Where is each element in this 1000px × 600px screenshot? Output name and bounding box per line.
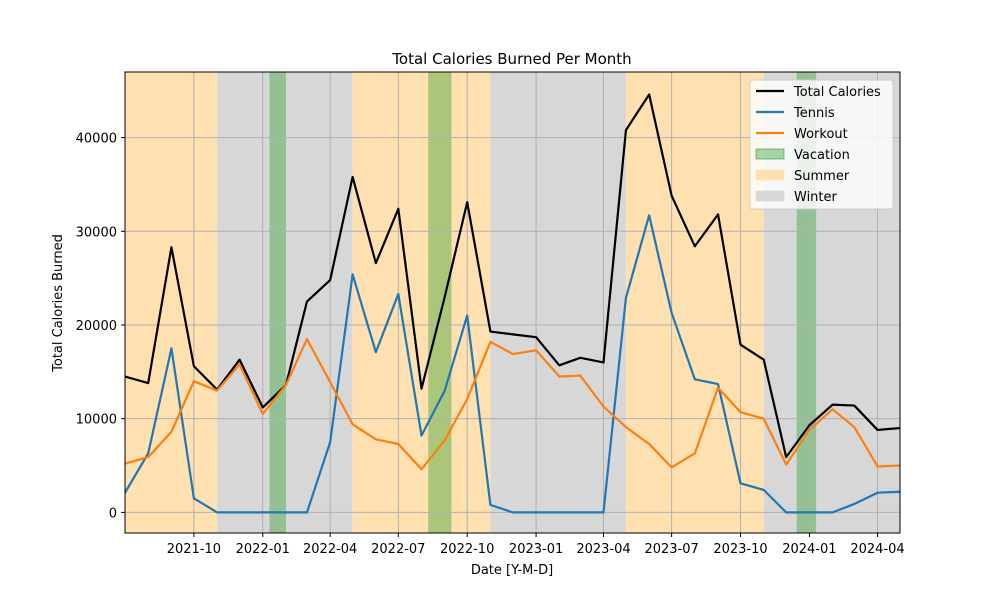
- x-tick-label: 2022-07: [371, 542, 425, 557]
- legend-box: [749, 79, 894, 210]
- x-tick-label: 2023-01: [509, 542, 563, 557]
- x-tick-label: 2023-07: [644, 542, 698, 557]
- x-tick-label: 2022-01: [236, 542, 290, 557]
- y-axis-ticks: 0 10000 20000 30000 40000: [76, 132, 125, 521]
- legend-label-winter: Winter: [794, 190, 838, 205]
- y-tick-label: 20000: [76, 319, 117, 334]
- legend-label-total-calories: Total Calories: [793, 85, 881, 100]
- x-axis-ticks: 2021-10 2022-01 2022-04 2022-07 2022-10 2023-…: [167, 533, 905, 557]
- region-winter: [490, 72, 626, 533]
- region-vacation: [428, 72, 452, 533]
- legend-swatch-winter: [755, 190, 785, 202]
- chart-title: Total Calories Burned Per Month: [391, 50, 631, 68]
- y-tick-label: 40000: [76, 132, 117, 147]
- legend: Total Calories Tennis Workout Vacation Summe…: [749, 79, 894, 210]
- x-tick-label: 2022-10: [440, 542, 494, 557]
- series-line-workout: [125, 337, 900, 471]
- x-tick-label: 2021-10: [167, 542, 221, 557]
- region-summer: [125, 72, 218, 533]
- y-tick-label: 30000: [76, 225, 117, 240]
- legend-label-tennis: Tennis: [793, 106, 835, 121]
- legend-label-vacation: Vacation: [794, 148, 850, 163]
- x-tick-label: 2022-04: [303, 542, 357, 557]
- legend-swatch-vacation: [755, 148, 785, 160]
- series-lines: [125, 93, 900, 514]
- y-tick-label: 10000: [76, 413, 117, 428]
- plot-frame: [124, 71, 901, 534]
- y-tick-label: 0: [109, 506, 117, 521]
- x-tick-label: 2024-01: [782, 542, 836, 557]
- region-summer: [352, 72, 491, 533]
- x-axis-label: Date [Y-M-D]: [471, 563, 553, 578]
- legend-label-summer: Summer: [794, 169, 850, 184]
- series-line-tennis: [125, 214, 900, 514]
- y-axis-label: Total Calories Burned: [51, 234, 66, 373]
- x-tick-label: 2023-10: [713, 542, 767, 557]
- legend-swatch-summer: [755, 169, 785, 181]
- region-summer: [625, 72, 764, 533]
- x-tick-label: 2023-04: [576, 542, 630, 557]
- x-tick-label: 2024-04: [850, 542, 904, 557]
- region-vacation: [269, 72, 286, 533]
- series-line-total-calories: [125, 93, 900, 459]
- legend-label-workout: Workout: [794, 127, 848, 142]
